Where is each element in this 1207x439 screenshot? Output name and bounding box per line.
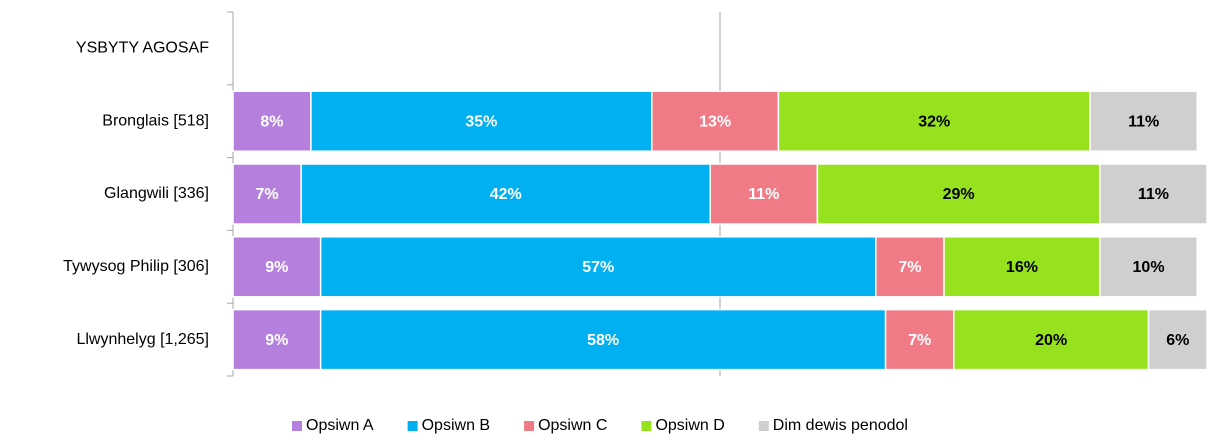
bar-segment [300,163,712,225]
data-label: 6% [1166,332,1189,349]
bar-segment [319,236,877,298]
y-tick-label: YSBYTY AGOSAF [76,40,209,57]
data-label: 7% [908,332,931,349]
data-label: 13% [699,113,731,130]
y-tick-label: Tywysog Philip [306] [63,258,209,275]
data-label: 20% [1035,332,1067,349]
legend-label: Opsiwn C [538,417,607,434]
data-label: 11% [1128,113,1159,130]
bar-segment [884,308,955,371]
bar-segment [319,308,887,371]
bar-segment [232,163,302,225]
bar-segment [232,236,322,298]
data-label: 57% [582,259,614,276]
data-label: 10% [1133,259,1165,276]
legend-label: Opsiwn D [655,417,724,434]
bar-segment [709,163,819,225]
legend-swatch [524,421,535,431]
y-tick-label: Glangwili [336] [104,185,209,202]
data-label: 8% [260,113,283,130]
legend-label: Dim dewis penodol [773,417,908,434]
y-tick-label: Bronglais [518] [102,112,209,129]
bar-segment [953,308,1150,371]
data-label: 58% [587,332,619,349]
bar-segment [1147,308,1207,371]
data-label: 16% [1006,259,1038,276]
bar-segment [816,163,1101,225]
data-label: 29% [943,186,975,203]
data-label: 32% [918,113,950,130]
bar-segment [875,236,945,298]
data-label: 9% [265,259,288,276]
bar-segment [943,236,1101,298]
data-label: 35% [465,113,497,130]
legend-swatch [292,421,303,431]
bar-segment [310,90,653,152]
data-label: 7% [898,259,921,276]
legend-swatch [758,421,769,431]
legend-swatch [641,421,652,431]
data-label: 11% [1138,186,1169,203]
data-label: 7% [256,186,279,203]
data-label: 9% [265,332,288,349]
y-tick-label: Llwynhelyg [1,265] [76,331,209,348]
legend-label: Opsiwn B [422,417,490,434]
legend-swatch [407,421,418,431]
data-label: 11% [748,186,779,203]
bar-segment [1099,236,1199,298]
bar-segment [232,90,312,152]
bar-segment [1089,90,1199,152]
data-label: 42% [490,186,522,203]
bar-segment [232,308,322,371]
legend-label: Opsiwn A [306,417,374,434]
